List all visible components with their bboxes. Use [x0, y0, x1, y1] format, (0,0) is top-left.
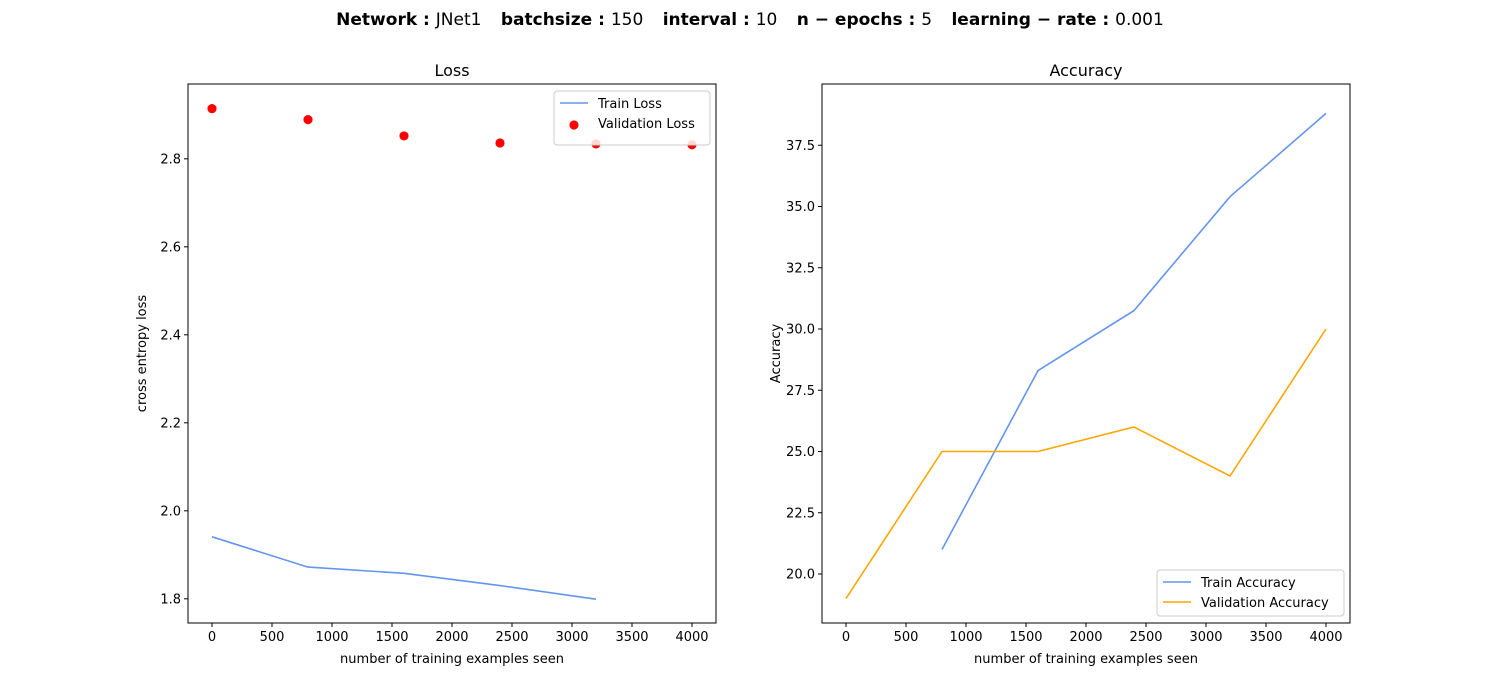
data-point [399, 131, 409, 141]
x-axis-label: number of training examples seen [340, 652, 564, 667]
y-tick-label: 37.5 [786, 139, 815, 154]
x-tick-label: 2000 [435, 630, 468, 645]
data-point [495, 138, 505, 148]
x-tick-label: 3500 [615, 630, 648, 645]
x-tick-label: 1000 [949, 630, 982, 645]
y-tick-label: 25.0 [786, 445, 815, 460]
suptitle-network: Network : JNet1 [336, 10, 482, 30]
y-tick-label: 35.0 [786, 200, 815, 215]
legend-box [553, 90, 711, 146]
y-tick-label: 2.2 [160, 416, 181, 431]
y-tick-label: 27.5 [786, 384, 815, 399]
x-tick-label: 4000 [675, 630, 708, 645]
x-tick-label: 3000 [1189, 630, 1222, 645]
axes-frame [187, 83, 717, 624]
data-point [207, 104, 217, 114]
suptitle-batchsize: batchsize : 150 [500, 10, 644, 30]
x-tick-label: 500 [894, 630, 919, 645]
x-tick-label: 0 [208, 630, 216, 645]
accuracy-panel: 0 500 1000 1500 2000 2500 3000 3500 4000 20.0 22.5… [769, 61, 1351, 667]
y-tick-label: 2.0 [160, 504, 181, 519]
x-tick-label: 2500 [495, 630, 528, 645]
y-tick-label: 30.0 [786, 323, 815, 338]
y-tick-label: 1.8 [160, 592, 181, 607]
legend-label: Train Loss [597, 97, 662, 112]
series-line-1 [845, 328, 1327, 599]
y-axis-label: cross entropy loss [135, 295, 150, 413]
legend-label: Validation Loss [598, 117, 695, 132]
legend-swatch-marker [569, 120, 579, 130]
series-line-0 [941, 112, 1327, 550]
y-tick-label: 2.6 [160, 240, 181, 255]
axes-title: Loss [434, 61, 469, 80]
x-tick-label: 2500 [1129, 630, 1162, 645]
suptitle-n-epochs: n − epochs : 5 [796, 10, 933, 30]
axes-frame [821, 83, 1351, 624]
axes-title: Accuracy [1049, 61, 1122, 80]
y-tick-label: 2.8 [160, 152, 181, 167]
legend-label: Train Accuracy [1200, 576, 1296, 591]
series-line-0 [211, 536, 597, 600]
x-tick-label: 1500 [375, 630, 408, 645]
x-tick-label: 0 [842, 630, 850, 645]
y-tick-label: 22.5 [786, 506, 815, 521]
loss-panel: 0 500 1000 1500 2000 2500 3000 3500 4000 1.8 2.0 2.… [135, 61, 717, 667]
suptitle-learning-rate: learning − rate : 0.001 [951, 10, 1164, 30]
legend-box [1156, 569, 1345, 617]
x-tick-label: 3000 [555, 630, 588, 645]
x-tick-label: 1000 [315, 630, 348, 645]
x-tick-label: 4000 [1309, 630, 1342, 645]
x-axis-label: number of training examples seen [974, 652, 1198, 667]
x-tick-label: 500 [260, 630, 285, 645]
legend: Train Loss Validation Loss [553, 90, 711, 146]
data-point [303, 115, 313, 125]
y-tick-label: 2.4 [160, 328, 181, 343]
x-tick-label: 2000 [1069, 630, 1102, 645]
y-tick-label: 32.5 [786, 261, 815, 276]
y-tick-label: 20.0 [786, 568, 815, 583]
suptitle-interval: interval : 10 [662, 10, 778, 30]
figure-suptitle: Network : JNet1 batchsize : 150 interval… [0, 10, 1500, 30]
x-tick-label: 1500 [1009, 630, 1042, 645]
x-tick-label: 3500 [1249, 630, 1282, 645]
legend: Train Accuracy Validation Accuracy [1156, 569, 1345, 617]
y-axis-label: Accuracy [769, 324, 784, 384]
legend-label: Validation Accuracy [1201, 596, 1329, 611]
